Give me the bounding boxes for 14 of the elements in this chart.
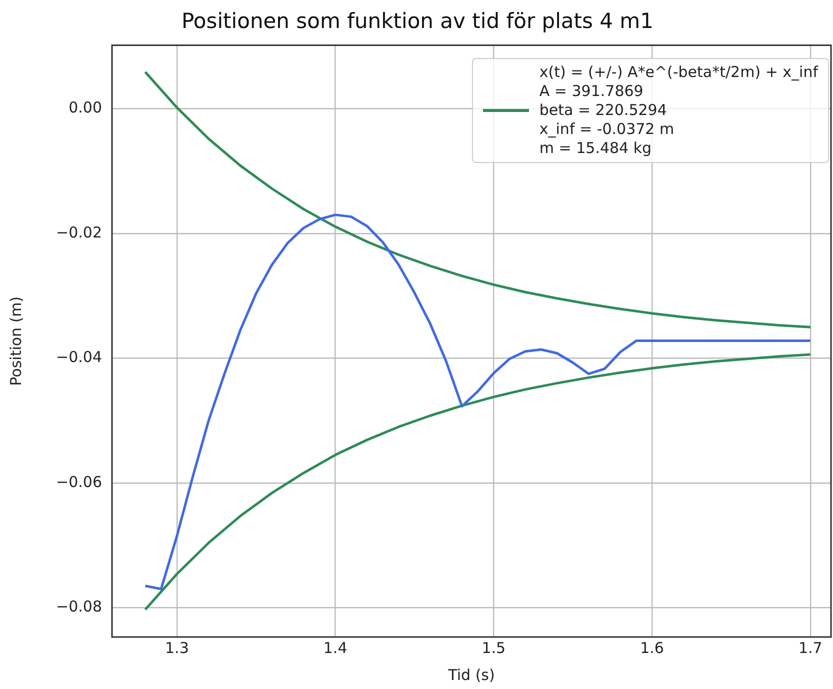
y-tick-label: −0.08 — [56, 598, 102, 616]
legend-label: x(t) = (+/-) A*e^(-beta*t/2m) + x_inf A = 391.7869 beta = 220.5294 x_inf = -0.0372 m m = 15.484 kg — [539, 63, 818, 158]
y-tick-label: −0.02 — [56, 223, 102, 242]
x-tick-label: 1.3 — [165, 638, 189, 657]
x-tick-label: 1.5 — [482, 638, 506, 657]
x-tick-label: 1.4 — [323, 638, 348, 657]
y-tick-label: 0.00 — [68, 98, 102, 117]
y-axis-title: Position (m) — [6, 296, 25, 386]
y-tick-label: −0.06 — [56, 472, 102, 491]
chart-title: Positionen som funktion av tid för plats 4 m1 — [182, 9, 654, 34]
x-tick-label: 1.6 — [640, 638, 664, 657]
x-tick-label: 1.7 — [798, 638, 822, 657]
y-tick-label: −0.04 — [56, 348, 102, 366]
x-axis-title: Tid (s) — [447, 666, 495, 684]
